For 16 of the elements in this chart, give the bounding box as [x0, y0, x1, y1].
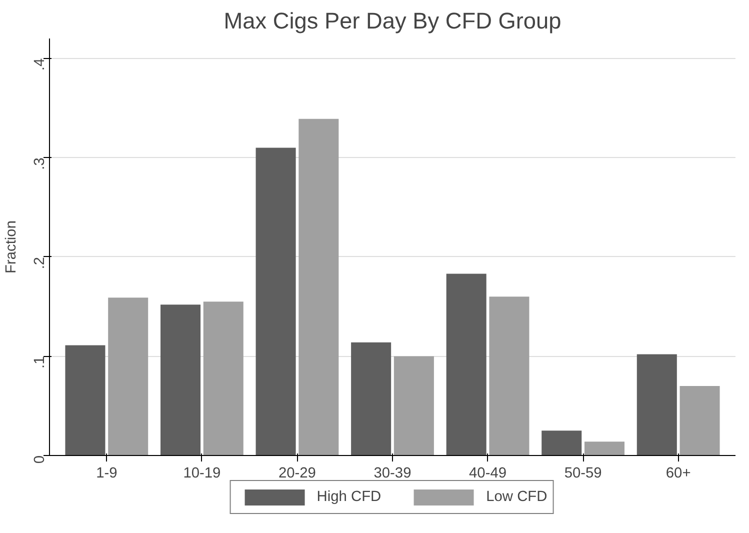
y-tick-label: .3 [32, 158, 48, 170]
x-tick-label: 10-19 [183, 466, 221, 482]
legend-label: High CFD [316, 489, 382, 505]
x-tick-label: 30-39 [374, 466, 412, 482]
y-tick-label: .2 [32, 256, 48, 270]
x-tick-label: 40-49 [469, 466, 507, 482]
y-tick-label: .4 [32, 58, 48, 71]
x-tick-label: 60+ [666, 466, 691, 482]
legend-label: Low CFD [486, 489, 548, 505]
chart-title: Max Cigs Per Day By CFD Group [224, 8, 562, 34]
y-tick-label: 0 [32, 455, 48, 464]
y-tick-label: .1 [32, 356, 48, 368]
x-tick-label: 1-9 [96, 466, 118, 482]
y-axis-title: Fraction [4, 220, 20, 274]
x-tick-label: 50-59 [564, 466, 602, 482]
x-tick-label: 20-29 [278, 466, 316, 482]
